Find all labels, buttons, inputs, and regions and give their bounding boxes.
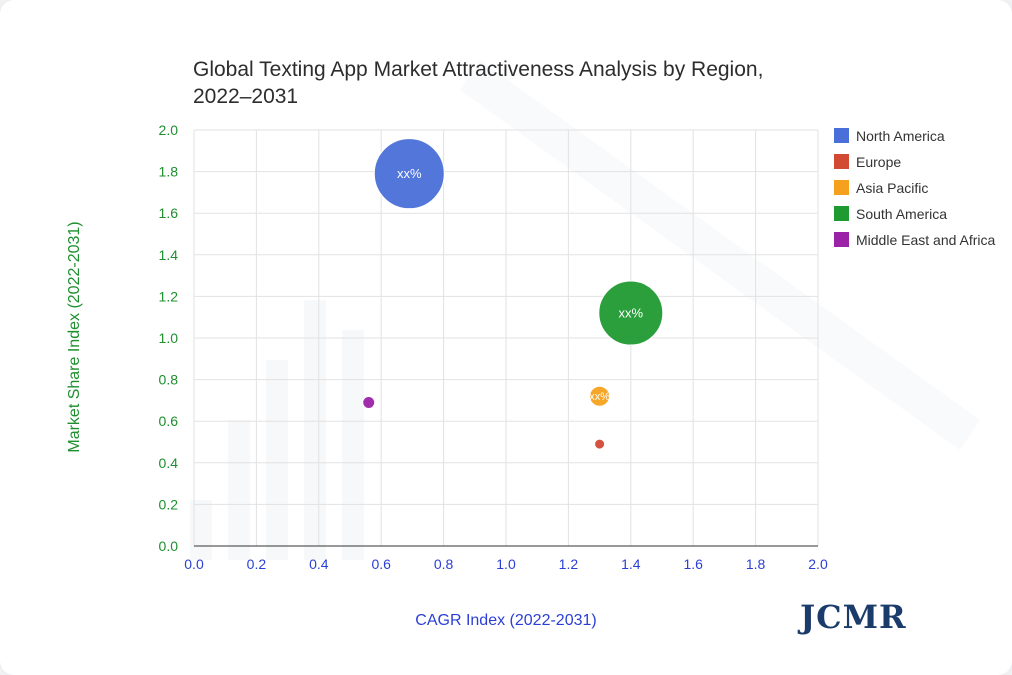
- chart-legend: North America Europe Asia Pacific South Ame…: [834, 127, 1004, 257]
- y-axis-ticks: 0.0 0.2 0.4 0.6 0.8 1.0 1.2 1.4 1.6 1.8 2.0: [159, 122, 179, 554]
- x-tick-label: 1.0: [496, 556, 516, 572]
- legend-item[interactable]: Europe: [834, 153, 1004, 171]
- bubble-label: xx%: [589, 391, 610, 403]
- x-tick-label: 1.8: [746, 556, 766, 572]
- legend-item[interactable]: South America: [834, 205, 1004, 223]
- x-axis-ticks: 0.0 0.2 0.4 0.6 0.8 1.0 1.2 1.4 1.6 1.8 2.0: [184, 556, 828, 572]
- y-tick-label: 0.8: [159, 372, 179, 388]
- bubble-label: xx%: [619, 305, 644, 320]
- y-tick-label: 1.4: [159, 247, 179, 263]
- x-axis-title: CAGR Index (2022-2031): [415, 612, 597, 629]
- chart-title: Global Texting App Market Attractiveness…: [193, 56, 843, 110]
- y-axis-title: Market Share Index (2022-2031): [66, 221, 83, 453]
- chart-title-line-2: 2022–2031: [193, 85, 299, 108]
- x-tick-label: 0.0: [184, 556, 204, 572]
- legend-item[interactable]: Asia Pacific: [834, 179, 1004, 197]
- legend-label: South America: [856, 206, 948, 222]
- bubble-north-america[interactable]: [373, 138, 445, 210]
- bubble-asia-pacific[interactable]: [589, 385, 611, 407]
- y-tick-label: 0.0: [159, 538, 179, 554]
- y-tick-label: 2.0: [159, 122, 179, 138]
- x-tick-label: 1.4: [621, 556, 641, 572]
- y-tick-label: 1.6: [159, 205, 179, 221]
- legend-label: North America: [856, 128, 945, 144]
- x-tick-label: 2.0: [808, 556, 828, 572]
- legend-label: Asia Pacific: [856, 180, 929, 196]
- x-tick-label: 1.6: [683, 556, 703, 572]
- legend-swatch: [834, 232, 849, 247]
- chart-title-line-1: Global Texting App Market Attractiveness…: [193, 58, 764, 81]
- y-tick-label: 0.4: [159, 455, 179, 471]
- bubble-europe[interactable]: [594, 438, 606, 450]
- y-tick-label: 0.2: [159, 496, 179, 512]
- x-tick-label: 0.2: [247, 556, 267, 572]
- legend-swatch: [834, 154, 849, 169]
- bubble-south-america[interactable]: [598, 280, 664, 346]
- chart-grid: [193, 129, 819, 547]
- y-tick-label: 1.0: [159, 330, 179, 346]
- x-tick-label: 0.8: [434, 556, 454, 572]
- legend-swatch: [834, 180, 849, 195]
- y-tick-label: 1.8: [159, 164, 179, 180]
- x-tick-label: 0.6: [371, 556, 391, 572]
- y-tick-label: 1.2: [159, 288, 179, 304]
- bubble-label: xx%: [397, 166, 422, 181]
- x-tick-label: 0.4: [309, 556, 329, 572]
- brand-logo: JCMR: [800, 598, 907, 636]
- legend-swatch: [834, 206, 849, 221]
- legend-label: Europe: [856, 154, 902, 170]
- bubble-middle-east-and-africa[interactable]: [362, 395, 376, 409]
- legend-item[interactable]: North America: [834, 127, 1004, 145]
- legend-label: Middle East and Africa: [856, 232, 996, 248]
- legend-item[interactable]: Middle East and Africa: [834, 231, 1004, 249]
- legend-swatch: [834, 128, 849, 143]
- y-tick-label: 0.6: [159, 413, 179, 429]
- x-tick-label: 1.2: [559, 556, 579, 572]
- bubble-series: xx% xx% xx%: [362, 138, 664, 450]
